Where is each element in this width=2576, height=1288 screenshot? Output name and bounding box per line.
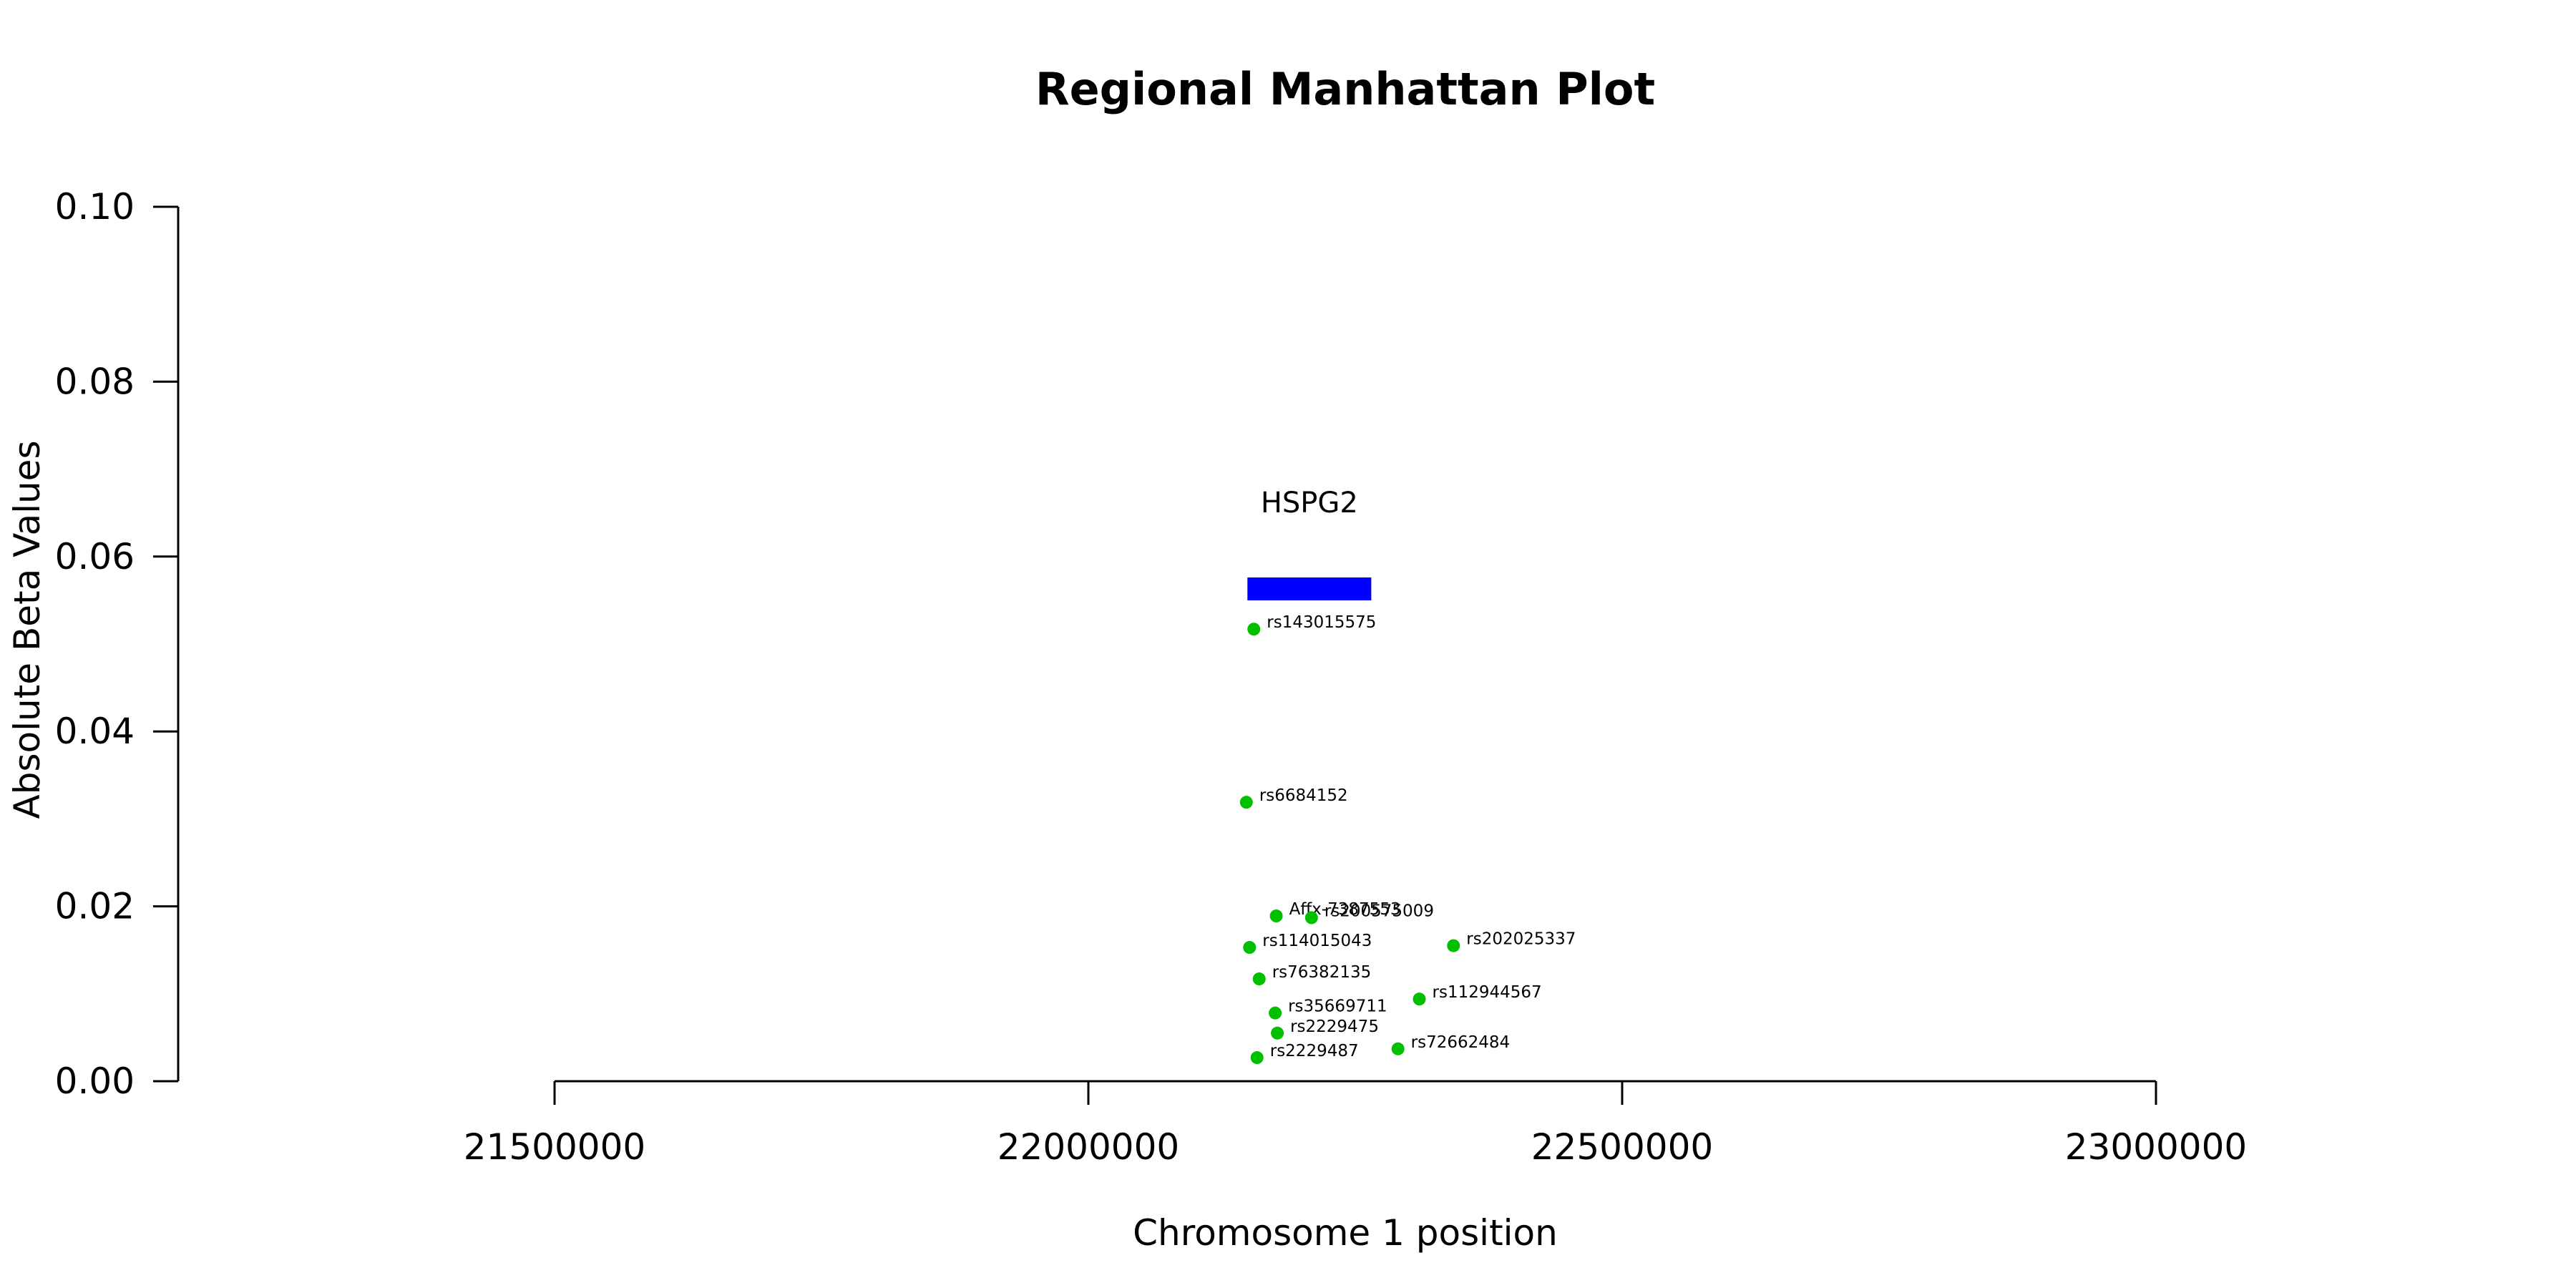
snp-point	[1243, 941, 1257, 955]
y-tick-label: 0.08	[55, 361, 135, 402]
x-axis: 21500000 22000000 22500000 23000000	[464, 1080, 2248, 1168]
snp-label: rs143015575	[1267, 613, 1376, 632]
snp-label: rs2229475	[1290, 1018, 1379, 1036]
chart-title: Regional Manhattan Plot	[1035, 63, 1655, 115]
gene-track: HSPG2	[1247, 487, 1372, 601]
y-tick-label: 0.10	[55, 186, 135, 228]
snp-point	[1304, 911, 1318, 924]
snp-label: rs202025337	[1466, 930, 1576, 949]
x-tick-label: 22500000	[1531, 1126, 1714, 1168]
x-tick-label: 23000000	[2065, 1126, 2248, 1168]
snp-label: rs35669711	[1288, 997, 1387, 1016]
snp-label: rs72662484	[1411, 1033, 1511, 1052]
snp-label: rs200575009	[1324, 902, 1434, 920]
snp-point	[1250, 1051, 1264, 1065]
snp-point	[1247, 623, 1261, 636]
x-tick-label: 22000000	[997, 1126, 1180, 1168]
snp-label: rs114015043	[1262, 932, 1372, 950]
snp-point	[1413, 992, 1426, 1006]
snp-label: rs6684152	[1259, 786, 1348, 805]
snp-points: rs143015575rs6684152Affx-7387553rs200575…	[1239, 613, 1576, 1065]
snp-point	[1252, 972, 1266, 986]
y-tick-label: 0.00	[55, 1060, 135, 1102]
y-tick-label: 0.06	[55, 536, 135, 577]
snp-point	[1447, 939, 1460, 952]
snp-label: rs76382135	[1272, 963, 1372, 982]
snp-point	[1391, 1042, 1405, 1055]
gene-label: HSPG2	[1261, 487, 1358, 519]
x-tick-label: 21500000	[464, 1126, 646, 1168]
snp-point	[1271, 1026, 1284, 1040]
y-axis: 0.00 0.02 0.04 0.06 0.08 0.10	[55, 186, 180, 1102]
y-tick-label: 0.04	[55, 711, 135, 752]
snp-point	[1269, 909, 1283, 923]
x-axis-label: Chromosome 1 position	[1133, 1212, 1558, 1254]
y-axis-label: Absolute Beta Values	[6, 441, 48, 819]
snp-label: rs112944567	[1433, 983, 1542, 1002]
snp-label: rs2229487	[1270, 1042, 1359, 1060]
snp-point	[1239, 796, 1253, 809]
gene-bar	[1247, 577, 1372, 601]
y-tick-label: 0.02	[55, 886, 135, 927]
snp-point	[1269, 1006, 1282, 1020]
